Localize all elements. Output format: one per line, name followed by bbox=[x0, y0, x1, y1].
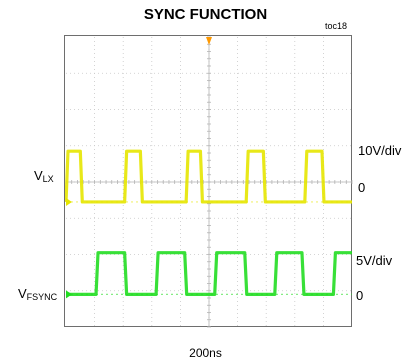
vlx-channel-label: VLX bbox=[34, 168, 54, 184]
trigger-marker bbox=[206, 37, 212, 45]
scope-screen bbox=[64, 35, 353, 328]
figure-id: toc18 bbox=[325, 21, 348, 31]
vlx-zero-label: 0 bbox=[358, 180, 366, 195]
ground-marker-vlx bbox=[66, 197, 72, 206]
vfsync-zero-label: 0 bbox=[356, 288, 364, 303]
vfsync-channel-label: VFSYNC bbox=[18, 286, 58, 302]
vfsync-scale-label: 5V/div bbox=[356, 253, 393, 268]
scope-plot bbox=[65, 36, 353, 328]
ground-marker-vfsync bbox=[66, 290, 72, 299]
trace-vfsync bbox=[66, 251, 352, 296]
timebase-label: 200ns bbox=[189, 346, 222, 360]
vlx-scale-label: 10V/div bbox=[358, 143, 402, 158]
chart-title: SYNC FUNCTION bbox=[143, 6, 268, 23]
